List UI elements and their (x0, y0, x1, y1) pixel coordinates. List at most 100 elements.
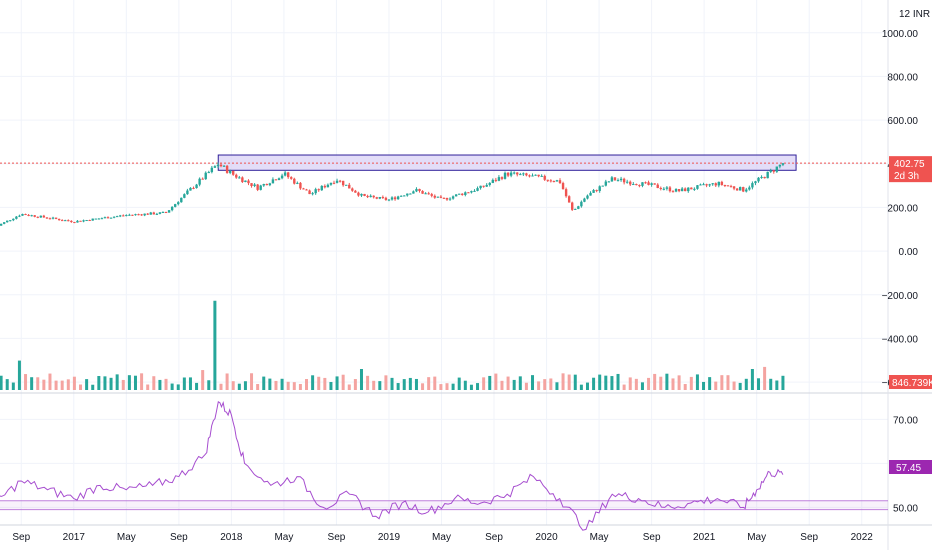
volume-bar (140, 373, 144, 390)
candle-body (546, 179, 549, 181)
volume-series (0, 300, 785, 390)
volume-bar (708, 377, 712, 390)
volume-bar (506, 376, 510, 390)
candle-body (290, 177, 293, 179)
candle-body (125, 215, 128, 217)
candle-body (106, 217, 110, 219)
candle-body (540, 175, 543, 177)
x-tick-label: 2017 (63, 532, 86, 543)
candle-body (314, 189, 317, 194)
volume-bar (335, 376, 339, 390)
volume-tag-value: 846.739K (892, 378, 932, 389)
currency-label[interactable]: 12 INR (899, 9, 930, 20)
candle-body (109, 217, 113, 219)
candle-body (445, 197, 449, 200)
x-tick-label: Sep (800, 532, 818, 543)
candle-body (277, 178, 281, 181)
candle-body (143, 213, 146, 216)
candle-body (94, 218, 97, 220)
time-axis[interactable]: Sep 2017 May Sep 2018 May Sep 2019 May Sep 2020 May… (12, 532, 873, 543)
price-tick-label: 200.00 (887, 203, 918, 214)
volume-bar (201, 370, 205, 390)
candle-body (57, 218, 61, 221)
volume-bar (329, 381, 333, 390)
volume-bar (60, 380, 64, 390)
candle-body (754, 181, 757, 184)
x-tick-label: Sep (12, 532, 30, 543)
candle-body (232, 170, 235, 175)
candle-body (442, 197, 446, 199)
candle-body (687, 187, 690, 192)
candle-body (155, 213, 159, 215)
candle-body (616, 180, 620, 182)
volume-bar (341, 374, 345, 390)
candle-body (497, 177, 501, 181)
volume-bar (750, 369, 754, 390)
candle-body (525, 173, 528, 176)
volume-bar (5, 379, 9, 390)
candle-body (592, 190, 595, 193)
candle-body (488, 182, 491, 185)
candle-body (409, 193, 412, 195)
candle-body (454, 194, 458, 197)
price-axis[interactable]: 1000.00800.00600.00400.00200.000.00−200.… (882, 29, 919, 389)
x-tick-label: May (274, 532, 293, 543)
candle-body (79, 220, 82, 222)
x-tick-label: May (747, 532, 766, 543)
rsi-line (0, 400, 784, 531)
volume-bar (176, 384, 180, 390)
candle-body (738, 187, 742, 191)
rsi-tag: 57.45 (889, 460, 932, 474)
candle-body (88, 220, 91, 222)
candle-body (216, 164, 220, 167)
candle-body (112, 216, 116, 218)
volume-bar (763, 366, 767, 390)
volume-bar (164, 378, 168, 390)
volume-bar (231, 381, 235, 390)
x-tick-label: 2019 (378, 532, 401, 543)
volume-bar (268, 378, 272, 390)
candle-body (6, 220, 9, 223)
candle-body (320, 185, 323, 191)
candle-body (253, 184, 256, 187)
volume-bar (439, 384, 443, 390)
candle-body (708, 184, 711, 186)
x-tick-label: Sep (170, 532, 188, 543)
candle-body (537, 174, 540, 177)
candle-body (375, 197, 378, 199)
candle-body (714, 183, 717, 186)
candle-body (180, 197, 183, 203)
candle-body (73, 222, 76, 224)
candle-body (595, 190, 598, 192)
volume-bar (195, 382, 199, 390)
candle-body (775, 166, 779, 172)
candle-body (390, 197, 394, 200)
volume-bar (714, 381, 718, 390)
volume-bar (347, 384, 351, 390)
candle-body (571, 202, 574, 210)
candle-body (384, 197, 388, 200)
candle-body (128, 214, 131, 216)
candle-body (219, 164, 223, 167)
candle-body (439, 196, 443, 198)
volume-bar (622, 384, 626, 390)
candle-body (363, 193, 366, 196)
volume-bar (213, 300, 217, 390)
volume-bar (433, 376, 437, 390)
volume-bar (457, 377, 461, 390)
volume-bar (524, 382, 528, 390)
candle-body (577, 206, 580, 209)
candle-body (705, 184, 708, 186)
candle-body (170, 206, 174, 211)
volume-bar (384, 375, 388, 390)
price-tag: 402.75 2d 3h (889, 156, 932, 183)
candle-body (122, 215, 125, 217)
candle-body (461, 193, 464, 195)
candle-body (659, 187, 662, 189)
candle-body (720, 181, 724, 185)
candle-body (149, 212, 152, 215)
candle-body (317, 189, 320, 191)
candle-body (464, 192, 467, 195)
candle-body (479, 185, 482, 189)
